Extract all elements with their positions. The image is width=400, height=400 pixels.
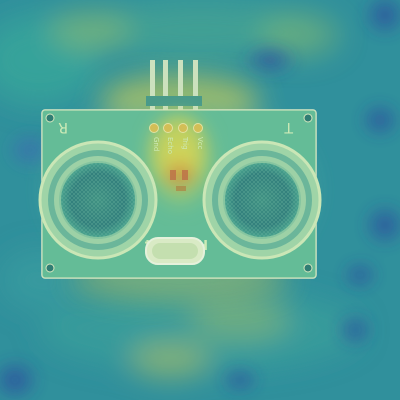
pin-label-vcc: Vcc [196,137,204,150]
receiver-transducer [38,140,158,260]
pin-pads [149,123,203,133]
smd-components [170,170,188,191]
crystal-oscillator [145,237,205,265]
pin-label-echo: Echo [166,137,174,154]
transmitter-transducer [202,140,322,260]
heatmap-blobs [0,0,360,378]
header-pins [146,60,202,110]
transmitter-mark: T [284,119,294,135]
pin-label-trig: Trig [181,136,189,150]
receiver-mark: R [58,119,68,135]
pin-labels: Gnd Echo Trig Vcc [152,136,204,154]
pin-label-gnd: Gnd [152,137,160,151]
